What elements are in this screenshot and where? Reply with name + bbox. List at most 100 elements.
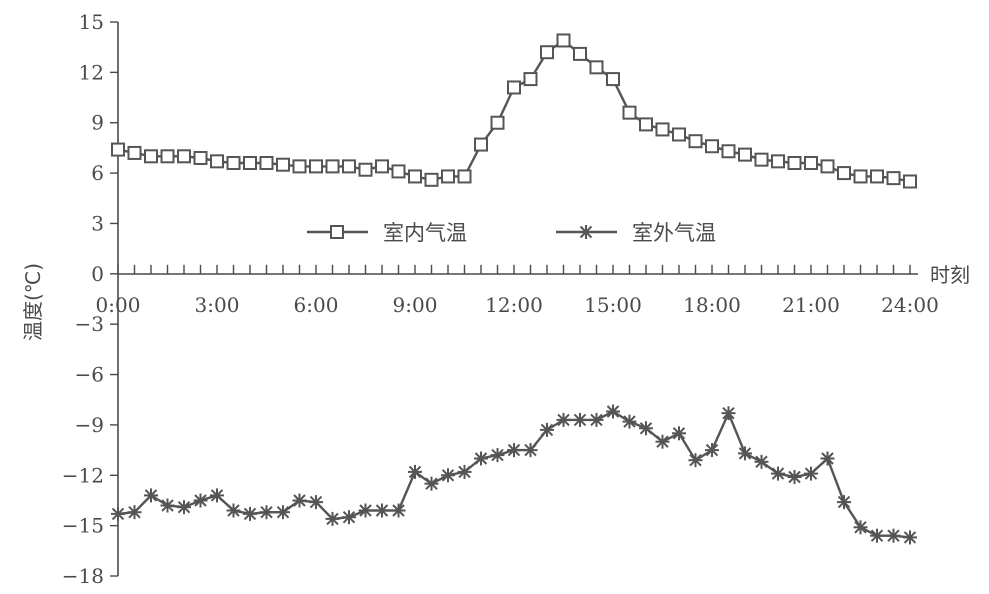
data-point: [391, 503, 406, 518]
data-point: [523, 443, 538, 458]
data-point: [754, 152, 769, 167]
legend-item-outdoor: 室外气温: [556, 221, 716, 245]
x-tick-label: 12:00: [485, 293, 543, 317]
data-point: [655, 434, 670, 449]
data-point: [160, 498, 175, 513]
data-point: [672, 426, 686, 441]
data-point: [408, 464, 422, 479]
data-point: [474, 451, 488, 466]
y-tick-label: −6: [75, 363, 104, 387]
y-tick-label: 3: [91, 211, 104, 235]
data-point: [243, 156, 257, 171]
legend-outdoor-label: 室外气温: [632, 221, 716, 245]
data-point: [771, 154, 785, 169]
data-point: [853, 169, 868, 184]
data-point: [144, 488, 158, 503]
data-point: [342, 510, 356, 525]
data-point: [672, 127, 686, 142]
data-point: [903, 174, 917, 189]
x-tick-label: 0:00: [96, 293, 141, 317]
data-point: [573, 412, 587, 427]
data-point: [639, 421, 653, 436]
data-point: [193, 493, 208, 508]
data-point: [474, 137, 488, 152]
data-point: [127, 145, 142, 160]
data-point: [837, 166, 851, 181]
data-point: [309, 495, 323, 510]
data-point: [721, 144, 736, 159]
data-point: [820, 159, 835, 174]
data-point: [210, 154, 224, 169]
y-tick-label: −3: [75, 312, 104, 336]
data-point: [589, 60, 604, 75]
data-point: [787, 470, 802, 484]
x-tick-label: 9:00: [393, 293, 438, 317]
data-point: [787, 156, 802, 171]
y-tick-label: 6: [91, 161, 104, 185]
data-point: [688, 453, 703, 468]
data-point: [738, 446, 752, 461]
data-point: [523, 72, 538, 87]
series-indoor: [111, 33, 917, 189]
data-point: [144, 149, 158, 164]
y-tick-label: 9: [91, 111, 104, 135]
data-point: [705, 139, 719, 154]
y-tick-label: −18: [62, 564, 104, 588]
y-tick-label: 12: [79, 60, 104, 84]
data-point: [705, 443, 719, 458]
data-point: [375, 503, 389, 518]
data-point: [408, 169, 422, 184]
x-tick-label: 21:00: [782, 293, 840, 317]
y-tick-label: −15: [62, 514, 104, 538]
data-point: [540, 45, 554, 60]
data-point: [606, 404, 620, 419]
data-point: [276, 505, 290, 520]
data-point: [870, 169, 884, 184]
data-point: [127, 505, 142, 520]
data-point: [754, 454, 769, 469]
series-outdoor: [111, 404, 917, 545]
data-point: [820, 451, 835, 466]
data-point: [622, 105, 637, 120]
legend-item-indoor: 室内气温: [307, 221, 467, 245]
data-point: [160, 149, 175, 164]
data-point: [358, 162, 373, 177]
data-point: [391, 164, 406, 179]
legend-indoor-marker: [330, 225, 344, 239]
x-ticks: 0:00 3:00 6:00 9:00 12:00 15:00 18:00 21:00 24:0…: [96, 264, 939, 317]
data-point: [111, 142, 125, 157]
data-point: [870, 528, 884, 543]
y-tick-label: −12: [62, 463, 104, 487]
y-axis-title: 温度(℃): [21, 263, 45, 341]
data-point: [490, 448, 505, 463]
data-point: [226, 503, 241, 518]
data-point: [639, 117, 653, 132]
x-tick-label: 15:00: [584, 293, 642, 317]
data-point: [738, 147, 752, 162]
data-point: [292, 493, 307, 508]
data-point: [490, 115, 505, 130]
data-point: [507, 443, 521, 458]
data-point: [441, 468, 455, 483]
data-point: [375, 159, 389, 174]
data-point: [837, 495, 851, 510]
data-point: [309, 159, 323, 174]
data-point: [226, 156, 241, 171]
data-point: [342, 159, 356, 174]
data-point: [358, 503, 373, 518]
data-point: [804, 466, 818, 481]
x-tick-label: 3:00: [195, 293, 240, 317]
data-point: [622, 414, 637, 429]
data-point: [606, 72, 620, 87]
y-ticks: 15 12 9 6 3 0 −3 −6 −9 −12 −15 −18: [62, 10, 118, 588]
data-point: [903, 530, 917, 545]
data-point: [886, 171, 901, 186]
data-point: [457, 464, 472, 479]
y-tick-label: −9: [75, 413, 104, 437]
data-point: [259, 505, 274, 520]
data-point: [424, 172, 439, 187]
data-point: [325, 511, 340, 526]
legend: 室内气温 室外气温: [307, 221, 716, 245]
series-layer: [111, 33, 917, 545]
